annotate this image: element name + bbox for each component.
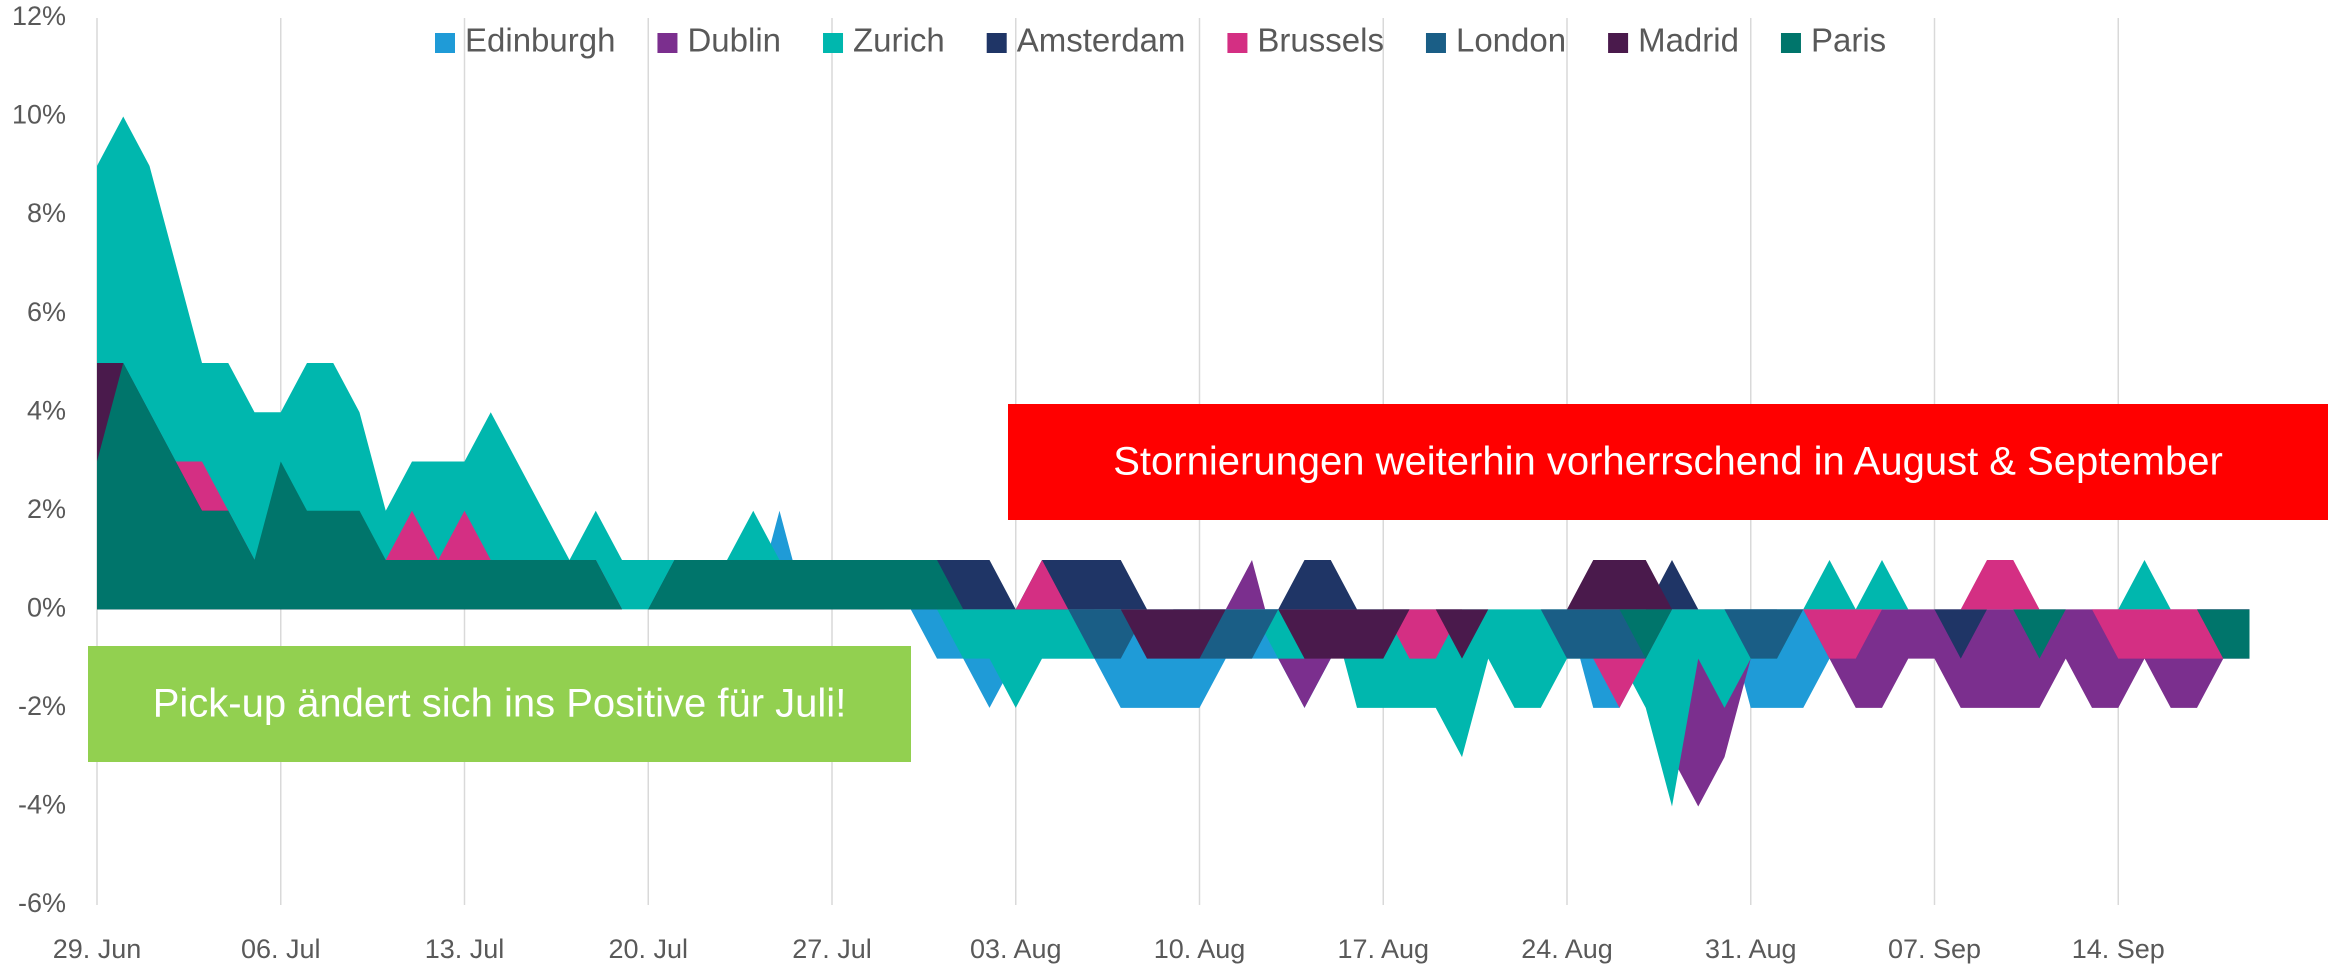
annotation-text: Pick-up ändert sich ins Positive für Jul…	[153, 682, 847, 726]
legend-label: Edinburgh	[465, 22, 615, 59]
legend-swatch	[1608, 33, 1629, 53]
y-tick-label: 4%	[27, 395, 66, 425]
x-tick-label: 27. Jul	[792, 934, 872, 964]
x-tick-label: 24. Aug	[1521, 934, 1613, 964]
x-tick-label: 07. Sep	[1888, 934, 1981, 964]
y-tick-label: 2%	[27, 494, 66, 524]
annotation-text: Stornierungen weiterhin vorherrschend in…	[1113, 440, 2223, 484]
x-tick-label: 10. Aug	[1154, 934, 1246, 964]
legend-label: Dublin	[687, 22, 781, 59]
legend-swatch	[986, 33, 1007, 53]
legend-label: Zurich	[853, 22, 945, 59]
area	[97, 362, 2250, 659]
x-tick-label: 14. Sep	[2072, 934, 2165, 964]
legend-swatch	[657, 33, 678, 53]
x-tick-label: 13. Jul	[425, 934, 505, 964]
legend-swatch	[1227, 33, 1248, 53]
legend-label: Paris	[1811, 22, 1886, 59]
area	[97, 116, 2250, 807]
x-tick-label: 31. Aug	[1705, 934, 1797, 964]
x-tick-label: 29. Jun	[53, 934, 142, 964]
legend-label: London	[1456, 22, 1566, 59]
x-tick-label: 20. Jul	[608, 934, 688, 964]
x-tick-label: 17. Aug	[1337, 934, 1429, 964]
y-tick-label: 12%	[12, 1, 66, 31]
annotation-box	[88, 646, 911, 762]
legend-swatch	[1780, 33, 1801, 53]
legend-swatch	[1425, 33, 1446, 53]
legend-label: Madrid	[1638, 22, 1739, 59]
y-tick-label: -2%	[18, 691, 66, 721]
annotation-box	[1008, 404, 2328, 520]
legend-label: Amsterdam	[1017, 22, 1186, 59]
y-tick-label: -6%	[18, 888, 66, 918]
legend-swatch	[823, 33, 844, 53]
y-tick-label: 6%	[27, 297, 66, 327]
legend-label: Brussels	[1257, 22, 1384, 59]
y-tick-label: -4%	[18, 790, 66, 820]
x-tick-label: 06. Jul	[241, 934, 321, 964]
x-tick-label: 03. Aug	[970, 934, 1062, 964]
legend-swatch	[435, 33, 455, 53]
y-tick-label: 8%	[27, 198, 66, 228]
legend: Edinburgh Dublin Zurich Amsterdam Brussels Lo…	[435, 22, 1886, 59]
y-tick-label: 0%	[27, 592, 66, 622]
y-tick-label: 10%	[12, 100, 66, 130]
